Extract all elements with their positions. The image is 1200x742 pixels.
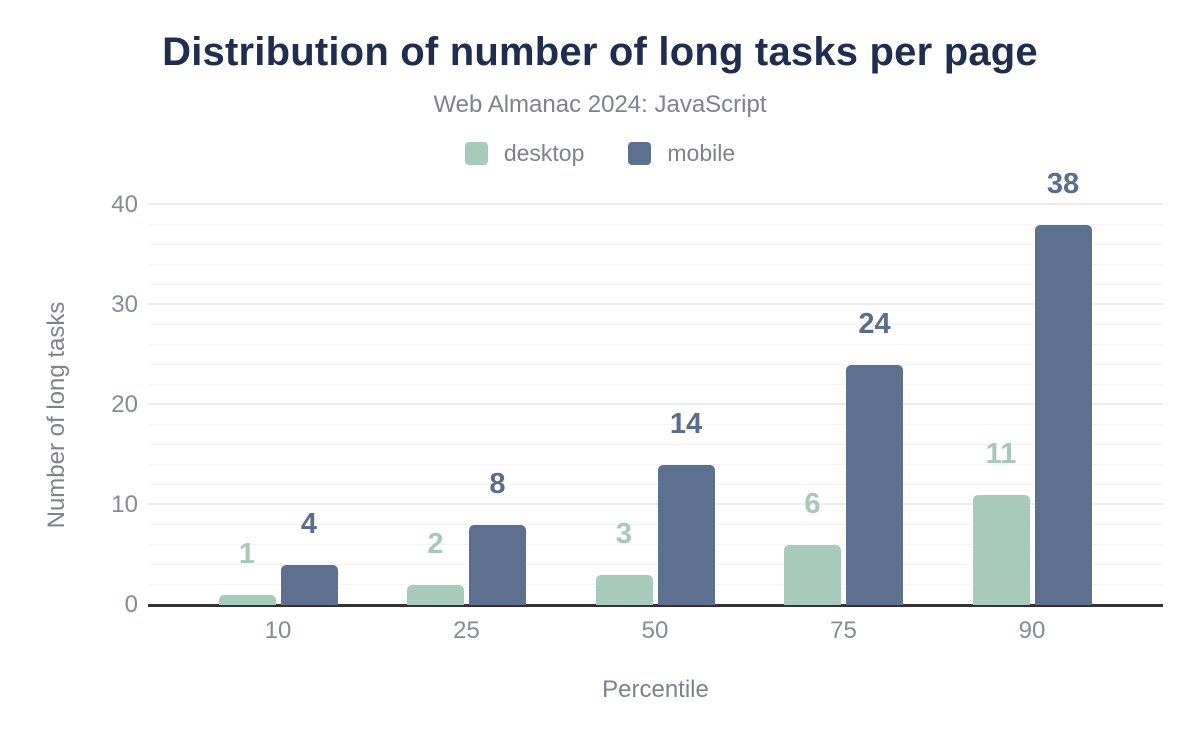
bar-desktop-p25[interactable] xyxy=(407,585,464,605)
minor-gridline xyxy=(148,484,1163,485)
minor-gridline xyxy=(148,464,1163,465)
bar-value-mobile-p10: 4 xyxy=(300,508,318,540)
minor-gridline xyxy=(148,524,1163,525)
bar-value-mobile-p75: 24 xyxy=(858,308,891,340)
bar-value-desktop-p75: 6 xyxy=(804,488,821,520)
chart-title: Distribution of number of long tasks per… xyxy=(162,30,1038,74)
bar-value-desktop-p10: 1 xyxy=(238,538,256,570)
chart-subtitle: Web Almanac 2024: JavaScript xyxy=(433,91,767,118)
minor-gridline xyxy=(148,324,1163,325)
bar-mobile-p75[interactable] xyxy=(846,365,903,605)
minor-gridline xyxy=(148,284,1163,285)
legend-label-mobile: mobile xyxy=(667,140,736,166)
bar-desktop-p10[interactable] xyxy=(218,595,276,605)
minor-gridline xyxy=(148,424,1163,425)
bar-group-p75: 6 24 xyxy=(784,205,903,605)
minor-gridline xyxy=(148,544,1163,545)
y-tick-label-40: 40 xyxy=(111,191,138,218)
bar-value-mobile-p25: 8 xyxy=(489,468,506,500)
major-gridline xyxy=(148,403,1163,405)
mobile-swatch-icon xyxy=(628,142,652,165)
bar-value-mobile-p50: 14 xyxy=(669,408,703,440)
x-axis-title: Percentile xyxy=(602,676,709,703)
x-axis-ticks: 10 25 50 75 90 xyxy=(148,618,1163,648)
minor-gridline xyxy=(148,224,1163,225)
bar-value-mobile-p90: 38 xyxy=(1046,168,1080,200)
bar-desktop-p90[interactable] xyxy=(972,495,1030,605)
minor-gridline xyxy=(148,384,1163,385)
plot-area: 1 4 2 8 3 14 6 24 11 38 xyxy=(148,170,1163,605)
bar-group-p50: 3 14 xyxy=(595,205,715,605)
bar-desktop-p75[interactable] xyxy=(784,545,841,605)
bar-mobile-p25[interactable] xyxy=(469,525,526,605)
major-gridline xyxy=(148,503,1163,505)
minor-gridline xyxy=(148,444,1163,445)
legend-item-mobile[interactable]: mobile xyxy=(628,140,735,167)
y-axis-ticks: 0 10 20 30 40 xyxy=(0,192,138,618)
minor-gridline xyxy=(148,564,1163,565)
bar-mobile-p10[interactable] xyxy=(280,565,338,605)
y-tick-label-20: 20 xyxy=(111,391,138,418)
legend-label-desktop: desktop xyxy=(503,140,585,166)
desktop-swatch-icon xyxy=(464,142,488,165)
bar-group-p90: 11 38 xyxy=(972,170,1092,605)
x-tick-label-90: 90 xyxy=(1018,617,1046,644)
y-tick-label-0: 0 xyxy=(124,591,138,618)
minor-gridline xyxy=(148,364,1163,365)
minor-gridline xyxy=(148,264,1163,265)
bar-mobile-p50[interactable] xyxy=(657,465,715,605)
bar-value-desktop-p90: 11 xyxy=(985,438,1017,470)
x-tick-label-50: 50 xyxy=(641,617,669,644)
bar-value-desktop-p50: 3 xyxy=(615,518,633,550)
x-tick-label-75: 75 xyxy=(830,617,857,644)
minor-gridline xyxy=(148,344,1163,345)
major-gridline xyxy=(148,203,1163,205)
legend-item-desktop[interactable]: desktop xyxy=(464,140,585,167)
minor-gridline xyxy=(148,584,1163,585)
bar-value-desktop-p25: 2 xyxy=(427,528,444,560)
bar-mobile-p90[interactable] xyxy=(1034,225,1092,605)
minor-gridline xyxy=(148,244,1163,245)
bar-desktop-p50[interactable] xyxy=(595,575,653,605)
legend: desktop mobile xyxy=(0,140,1200,167)
x-tick-label-10: 10 xyxy=(264,617,292,644)
x-axis-line xyxy=(148,604,1163,607)
x-tick-label-25: 25 xyxy=(453,617,480,644)
y-tick-label-10: 10 xyxy=(111,491,138,518)
y-tick-label-30: 30 xyxy=(111,291,138,318)
major-gridline xyxy=(148,303,1163,305)
